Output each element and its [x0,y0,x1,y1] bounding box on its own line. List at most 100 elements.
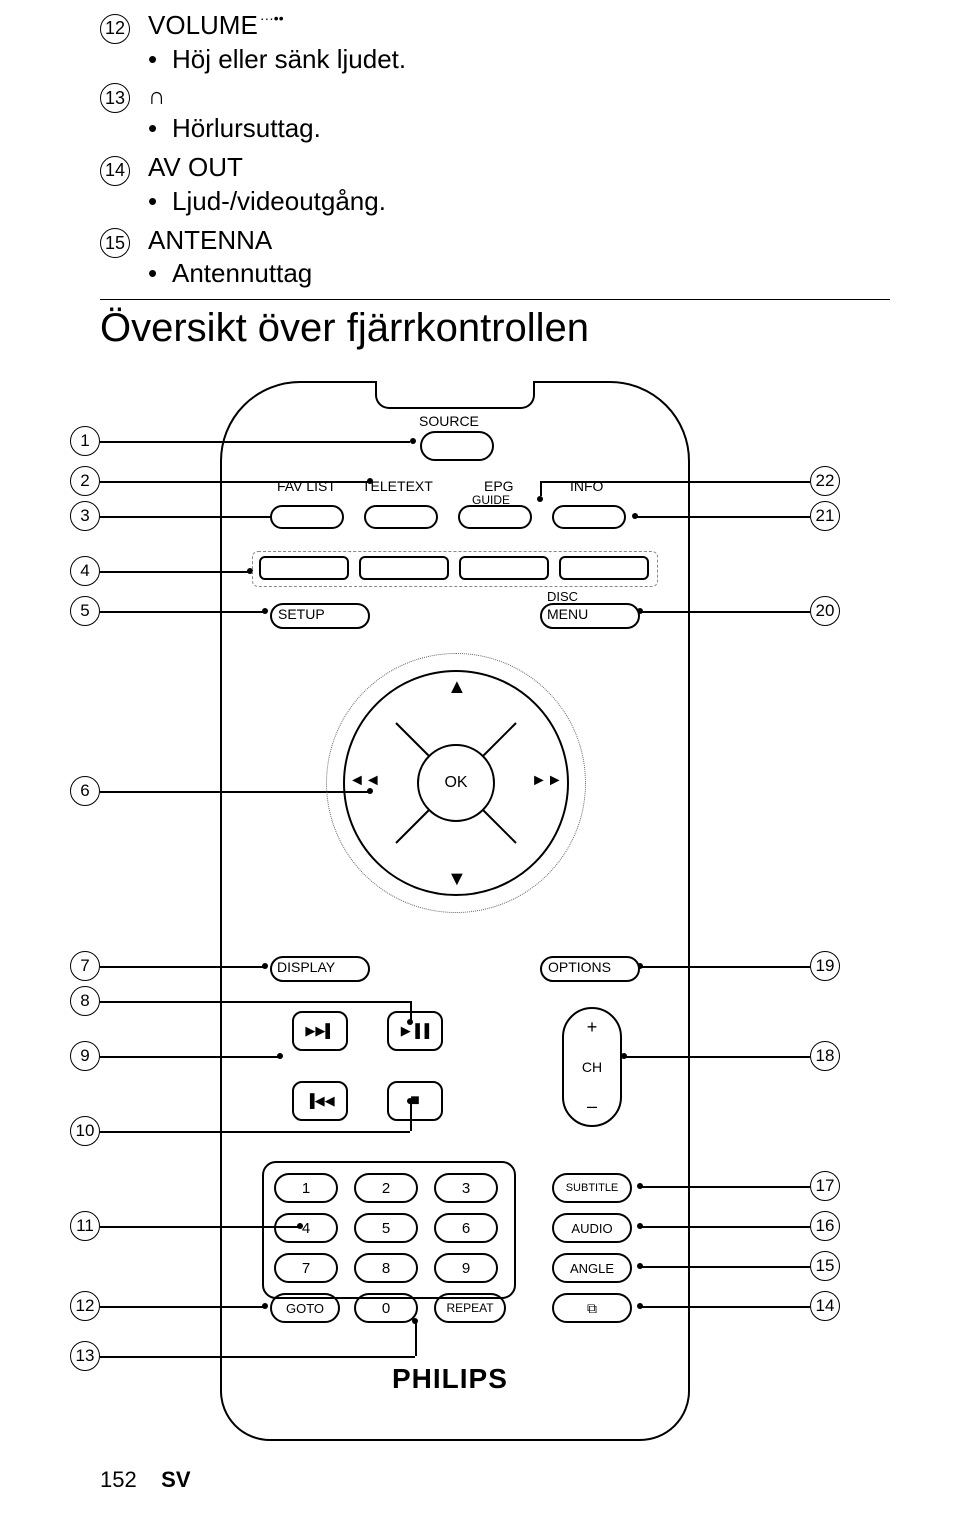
repeat-button[interactable]: REPEAT [434,1293,506,1323]
goto-button[interactable]: GOTO [270,1293,340,1323]
options-label: OPTIONS [548,959,611,975]
callout-12: 12 [70,1291,100,1321]
item-number: 13 [100,83,130,113]
callout-15: 15 [810,1251,840,1281]
bullet: •Höj eller sänk ljudet. [148,44,890,75]
list-item-12: 12 VOLUME···•• •Höj eller sänk ljudet. [100,10,890,75]
page: 12 VOLUME···•• •Höj eller sänk ljudet. 1… [0,0,960,1517]
callout-3: 3 [70,501,100,531]
list-item-14: 14 AV OUT •Ljud-/videoutgång. [100,152,890,217]
teletext-button[interactable] [364,505,438,529]
item-number: 14 [100,156,130,186]
num-5[interactable]: 5 [354,1213,418,1243]
list-item-15: 15 ANTENNA •Antennuttag [100,225,890,290]
next-button[interactable]: ▶▶▌ [292,1011,348,1051]
item-title: ANTENNA [148,225,272,256]
num-7[interactable]: 7 [274,1253,338,1283]
callout-11: 11 [70,1211,100,1241]
callout-22: 22 [810,466,840,496]
callout-9: 9 [70,1041,100,1071]
epg-button[interactable] [458,505,532,529]
audio-button[interactable]: AUDIO [552,1213,632,1243]
num-4[interactable]: 4 [274,1213,338,1243]
section-heading: Översikt över fjärrkontrollen [100,306,890,351]
zoom-button[interactable]: ⧉ [552,1293,632,1323]
num-8[interactable]: 8 [354,1253,418,1283]
num-3[interactable]: 3 [434,1173,498,1203]
bullet: •Antennuttag [148,258,890,289]
source-button[interactable] [420,431,494,461]
ir-window [375,381,535,409]
color-button-blue[interactable] [559,556,649,580]
callout-17: 17 [810,1171,840,1201]
callout-20: 20 [810,596,840,626]
num-9[interactable]: 9 [434,1253,498,1283]
disc-label: DISC [547,589,578,604]
brand-logo: PHILIPS [392,1363,508,1395]
callout-19: 19 [810,951,840,981]
callout-8: 8 [70,986,100,1016]
subtitle-button[interactable]: SUBTITLE [552,1173,632,1203]
color-button-red[interactable] [259,556,349,580]
fastforward-icon[interactable]: ►► [531,772,563,790]
color-button-yellow[interactable] [459,556,549,580]
ch-plus: + [587,1017,598,1038]
callout-5: 5 [70,596,100,626]
source-label: SOURCE [419,413,479,429]
epg-label: EPG [484,478,514,494]
teletext-label: TELETEXT [362,478,433,494]
color-button-green[interactable] [359,556,449,580]
callout-13: 13 [70,1341,100,1371]
volume-dots-icon: ···•• [260,10,284,26]
display-label: DISPLAY [277,959,335,975]
bullet: •Hörlursuttag. [148,113,890,144]
ok-button[interactable]: OK [417,744,495,822]
callout-16: 16 [810,1211,840,1241]
playpause-button[interactable]: ▶▐▐ [387,1011,443,1051]
num-0[interactable]: 0 [354,1293,418,1323]
page-footer: 152 SV [100,1467,191,1493]
favlist-button[interactable] [270,505,344,529]
callout-6: 6 [70,776,100,806]
channel-rocker[interactable]: + CH – [562,1007,622,1127]
callout-7: 7 [70,951,100,981]
item-title: VOLUME···•• [148,10,284,41]
list-item-13: 13 ∩ •Hörlursuttag. [100,83,890,145]
favlist-label: FAV LIST [277,478,336,494]
ch-minus: – [587,1096,597,1117]
page-number: 152 [100,1467,137,1492]
headphone-icon: ∩ [148,83,165,111]
ch-label: CH [582,1059,602,1075]
rewind-icon[interactable]: ◄◄ [349,772,381,790]
num-2[interactable]: 2 [354,1173,418,1203]
info-button[interactable] [552,505,626,529]
item-number: 12 [100,14,130,44]
page-lang: SV [161,1467,190,1492]
callout-4: 4 [70,556,100,586]
dpad: OK ▲ ▼ ◄◄ ►► [326,653,586,913]
callout-10: 10 [70,1116,100,1146]
top-list: 12 VOLUME···•• •Höj eller sänk ljudet. 1… [100,10,890,289]
callout-18: 18 [810,1041,840,1071]
item-number: 15 [100,228,130,258]
bullet: •Ljud-/videoutgång. [148,186,890,217]
up-arrow-icon[interactable]: ▲ [447,676,467,699]
down-arrow-icon[interactable]: ▼ [447,868,467,891]
callout-21: 21 [810,501,840,531]
num-6[interactable]: 6 [434,1213,498,1243]
menu-label: MENU [547,606,588,622]
remote-diagram: 1 2 3 4 5 6 7 8 9 10 11 12 13 22 21 20 1… [70,371,860,1451]
angle-button[interactable]: ANGLE [552,1253,632,1283]
setup-label: SETUP [278,606,325,622]
prev-button[interactable]: ▐◀◀ [292,1081,348,1121]
callout-1: 1 [70,426,100,456]
stop-button[interactable]: ■ [387,1081,443,1121]
info-label: INFO [570,478,603,494]
divider [100,299,890,300]
remote-body: SOURCE FAV LIST TELETEXT EPG GUIDE INFO … [220,381,690,1441]
color-button-group [252,551,658,587]
callout-2: 2 [70,466,100,496]
callout-14: 14 [810,1291,840,1321]
num-1[interactable]: 1 [274,1173,338,1203]
item-title: AV OUT [148,152,243,183]
